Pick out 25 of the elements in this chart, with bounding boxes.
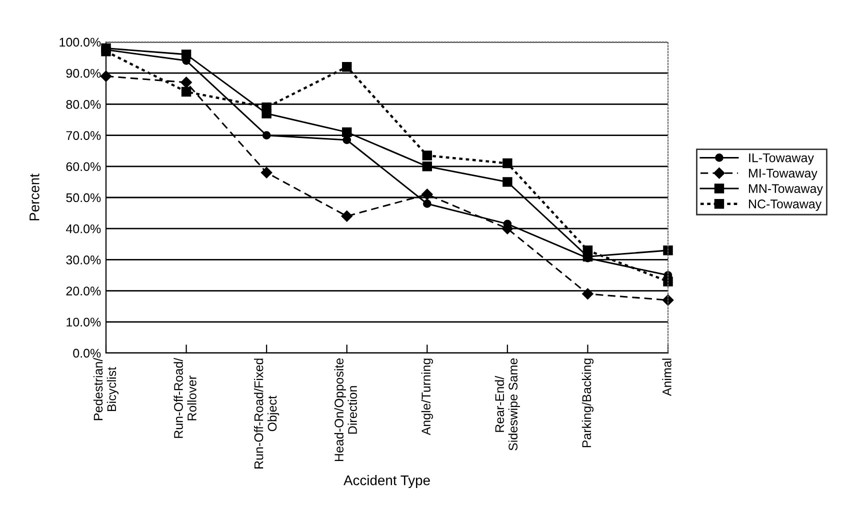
- x-tick-label: Run-Off-Road/Fixed Object: [254, 358, 280, 468]
- x-tick-label: Run-Off-Road/ Rollover: [174, 358, 196, 438]
- y-tick-label: 70.0%: [66, 131, 101, 140]
- legend-label: MN-Towaway: [749, 184, 823, 196]
- x-tick-label: Rear-End/ Sideswipe Same: [494, 358, 520, 450]
- x-tick-label: Angle/Turning: [421, 358, 433, 436]
- y-axis-title: Percent: [30, 174, 40, 220]
- y-tick-label: 60.0%: [66, 162, 101, 172]
- y-tick-label: 10.0%: [66, 318, 101, 327]
- y-tick-label: 40.0%: [66, 224, 101, 234]
- legend-label: NC-Towaway: [749, 200, 822, 211]
- x-tick-label: Animal: [662, 358, 672, 396]
- legend-label: MI-Towaway: [749, 168, 818, 180]
- y-tick-label: 30.0%: [66, 256, 101, 264]
- y-tick-label: 90.0%: [66, 68, 101, 78]
- y-tick-label: 100.0%: [60, 38, 101, 47]
- y-tick-label: 0.0%: [73, 348, 101, 358]
- x-tick-label: Head-On/Opposite Direction: [334, 358, 357, 462]
- x-tick-label: Parking/Backing: [582, 358, 594, 448]
- x-tick-label: Pedestrian/ Bicyclist: [93, 358, 119, 420]
- y-tick-label: 80.0%: [66, 100, 101, 109]
- y-tick-label: 20.0%: [66, 286, 101, 296]
- x-axis-title: Accident Type: [344, 475, 430, 488]
- y-tick-label: 50.0%: [66, 193, 101, 202]
- legend-label: IL-Towaway: [749, 153, 814, 165]
